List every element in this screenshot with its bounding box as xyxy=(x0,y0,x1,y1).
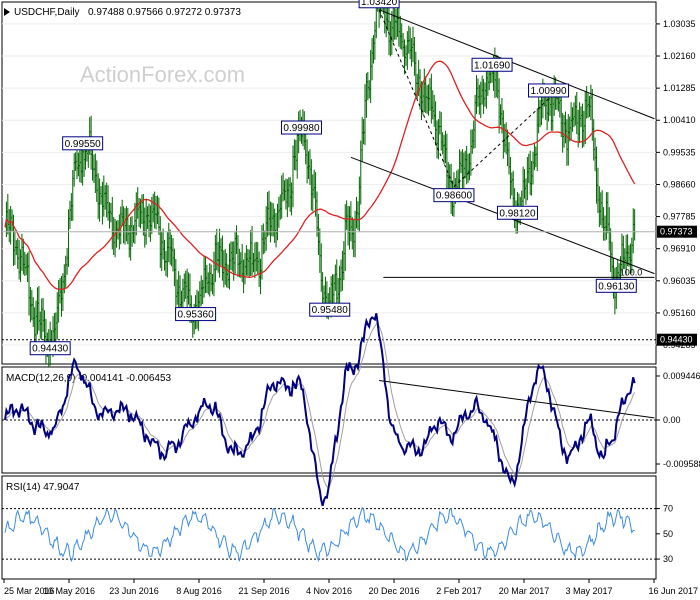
date-tick-label: 4 Nov 2016 xyxy=(306,586,352,596)
collapse-arrow-icon[interactable] xyxy=(4,8,10,16)
price-tick-label: 1.03035 xyxy=(663,19,696,29)
moving-average xyxy=(4,60,636,291)
date-tick-label: 23 Jun 2016 xyxy=(109,586,159,596)
price-annotation: 0.98600 xyxy=(433,188,475,203)
date-tick-label: 10 May 2016 xyxy=(43,586,95,596)
price-tick-label: 0.96910 xyxy=(663,244,696,254)
date-tick-label: 25 Mar 2016 xyxy=(4,586,55,596)
price-tick-label: 0.97785 xyxy=(663,212,696,222)
macd-trendline xyxy=(379,379,655,419)
price-annotation: 1.00990 xyxy=(528,83,570,98)
price-tick-label: 0.95160 xyxy=(663,308,696,318)
date-tick-label: 8 Aug 2016 xyxy=(176,586,222,596)
macd-tick-label: 0.00 xyxy=(663,415,681,425)
rsi-line xyxy=(4,506,635,563)
price-tick-label: 0.99535 xyxy=(663,147,696,157)
date-tick-label: 20 Dec 2016 xyxy=(368,586,419,596)
date-tick-label: 3 May 2017 xyxy=(565,586,612,596)
price-annotation: 0.96130 xyxy=(595,278,637,293)
date-tick-label: 2 Feb 2017 xyxy=(436,586,482,596)
macd-tick-label: -0.009588 xyxy=(663,459,700,469)
date-tick-label: 21 Sep 2016 xyxy=(238,586,289,596)
svg-text:0.99550: 0.99550 xyxy=(65,139,102,150)
moving-average-line xyxy=(4,60,636,291)
channel-upper-trendline xyxy=(378,9,655,120)
retrace-dotted-line xyxy=(378,9,455,187)
price-annotation: 0.99550 xyxy=(62,136,104,151)
rsi-tick-label: 70 xyxy=(663,504,673,514)
rsi-tick-label: 50 xyxy=(663,529,673,539)
price-tick-label: 0.98660 xyxy=(663,179,696,189)
ohlc-label: 0.97488 0.97566 0.97272 0.97373 xyxy=(88,7,241,18)
price-tick-label: 1.02160 xyxy=(663,51,696,61)
fib-level-label: 100.0 xyxy=(620,267,643,277)
price-panel-frame xyxy=(1,1,657,365)
chart-header: USDCHF,Daily 0.97488 0.97566 0.97272 0.9… xyxy=(4,7,241,18)
svg-text:0.99980: 0.99980 xyxy=(283,123,320,134)
symbol-label: USDCHF,Daily xyxy=(14,7,80,18)
svg-text:0.94430: 0.94430 xyxy=(32,344,69,355)
price-axis: 1.03035 1.02160 1.01285 1.00410 0.99535 0.986… xyxy=(656,19,697,350)
rsi-indicator: RSI(14) 47.9047 70 50 30 xyxy=(2,482,673,564)
price-annotations: 0.99550 0.94430 0.95360 0.99980 0.95480 1.034… xyxy=(29,0,643,356)
current-price-box: 0.97373 xyxy=(657,225,697,238)
rsi-label: RSI(14) 47.9047 xyxy=(6,482,80,493)
macd-indicator: MACD(12,26,9) -0.004141 -0.006453 0.0094… xyxy=(2,313,700,506)
price-annotation: 1.03420 xyxy=(358,0,400,9)
macd-line xyxy=(4,313,636,506)
svg-text:1.01690: 1.01690 xyxy=(474,60,511,71)
svg-text:0.96130: 0.96130 xyxy=(598,281,635,292)
watermark: ActionForex.com xyxy=(80,62,245,87)
svg-text:0.95360: 0.95360 xyxy=(178,310,215,321)
svg-text:1.00990: 1.00990 xyxy=(530,86,567,97)
price-tick-label: 0.96035 xyxy=(663,276,696,286)
date-tick-label: 16 Jun 2017 xyxy=(648,586,698,596)
svg-text:0.97373: 0.97373 xyxy=(660,227,693,237)
price-annotation: 0.95480 xyxy=(309,302,351,317)
price-tick-label: 1.00410 xyxy=(663,115,696,125)
svg-text:0.98600: 0.98600 xyxy=(436,191,473,202)
price-annotation: 1.01690 xyxy=(471,57,513,72)
price-annotation: 0.99980 xyxy=(280,120,322,135)
svg-text:1.03420: 1.03420 xyxy=(361,0,398,8)
price-tick-label: 1.01285 xyxy=(663,83,696,93)
rsi-tick-label: 30 xyxy=(663,554,673,564)
price-bar xyxy=(374,0,378,39)
price-annotation: 0.94430 xyxy=(29,341,71,356)
svg-text:0.94430: 0.94430 xyxy=(660,335,693,345)
svg-text:0.95480: 0.95480 xyxy=(312,305,349,316)
support-price-box: 0.94430 xyxy=(657,333,697,346)
macd-tick-label: 0.009446 xyxy=(663,371,700,381)
svg-text:0.98120: 0.98120 xyxy=(499,208,536,219)
price-annotation: 0.95360 xyxy=(175,307,217,322)
date-tick-label: 20 Mar 2017 xyxy=(499,586,550,596)
macd-label: MACD(12,26,9) -0.004141 -0.006453 xyxy=(6,373,172,384)
price-annotation: 0.98120 xyxy=(496,205,538,220)
